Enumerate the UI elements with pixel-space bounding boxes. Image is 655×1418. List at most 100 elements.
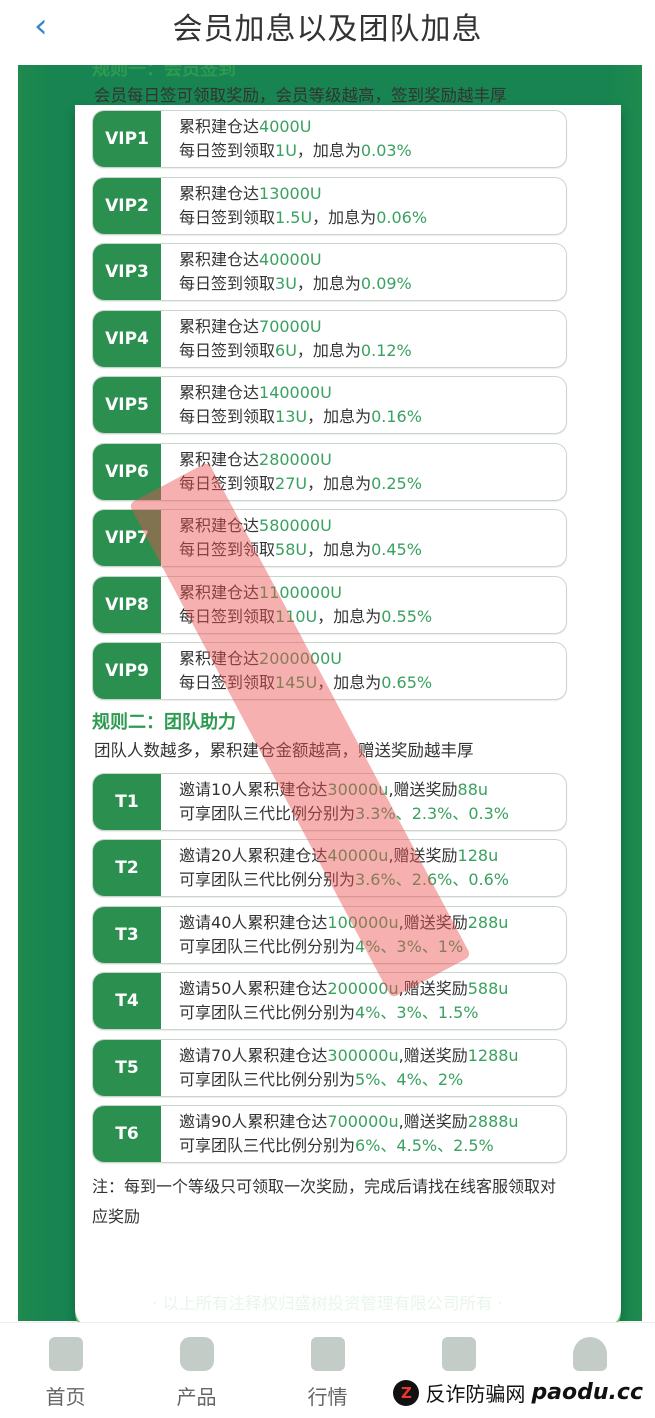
nav-item-home[interactable]: 首页 (0, 1323, 131, 1418)
bonus-value: 128u (457, 846, 499, 865)
level-badge: VIP3 (93, 244, 161, 300)
ratio-value: 3% (396, 1003, 422, 1022)
level-badge: VIP6 (93, 443, 161, 500)
total-value: 40000u (327, 846, 389, 865)
vip-row: VIP8 累积建仓达1100000U 每日签到领取110U，加息为0.55% (92, 575, 567, 634)
nav-item-products[interactable]: 产品 (131, 1323, 262, 1418)
total-value: 4000U (259, 117, 312, 136)
home-icon (48, 1337, 83, 1371)
label: 邀请 (179, 1112, 212, 1131)
row-line: 邀请40人累积建仓达100000u,赠送奖励288u (179, 911, 508, 935)
ratio-value: 5% (355, 1069, 381, 1089)
ratio-value: 2.3% (411, 803, 453, 823)
row-text: 邀请40人累积建仓达100000u,赠送奖励288u 可享团队三代比例分别为4%、… (179, 911, 508, 959)
sep: 、 (421, 1003, 438, 1022)
vip-row: VIP9 累积建仓达2000000U 每日签到领取145U，加息为0.65% (92, 642, 567, 700)
total-value: 280000U (259, 449, 332, 469)
ratio-value: 0.6% (468, 870, 510, 889)
level-badge: VIP9 (93, 643, 161, 699)
row-text: 累积建仓达13000U 每日签到领取1.5U，加息为0.06% (179, 182, 427, 230)
label: 人累积建仓达 (231, 979, 328, 998)
bonus-value: 1288u (467, 1045, 519, 1065)
row-line: 累积建仓达280000U (179, 448, 422, 472)
chart-icon (310, 1337, 345, 1371)
row-line: 可享团队三代比例分别为3.3%、2.3%、0.3% (179, 802, 509, 826)
sep: 、 (380, 1003, 397, 1022)
row-line: 每日签到领取13U，加息为0.16% (179, 405, 422, 429)
row-line: 可享团队三代比例分别为4%、3%、1.5% (179, 1001, 508, 1025)
label: 可享团队三代比例分别为 (179, 803, 356, 823)
label: 每日签到领取 (179, 606, 276, 626)
nav-label: 行情 (307, 1385, 348, 1409)
row-line: 每日签到领取1.5U，加息为0.06% (179, 206, 427, 230)
row-text: 累积建仓达1100000U 每日签到领取110U，加息为0.55% (179, 581, 432, 629)
vip-row: VIP2 累积建仓达13000U 每日签到领取1.5U，加息为0.06% (92, 176, 567, 235)
label: 每日签到领取 (179, 141, 276, 160)
row-line: 可享团队三代比例分别为5%、4%、2% (179, 1068, 519, 1092)
chevron-left-icon[interactable]: ‹ (34, 6, 48, 46)
row-text: 累积建仓达70000U 每日签到领取6U，加息为0.12% (179, 315, 412, 363)
people-value: 10 (211, 779, 232, 799)
sep: 、 (452, 870, 469, 889)
vip-row: VIP6 累积建仓达280000U 每日签到领取27U，加息为0.25% (92, 442, 567, 501)
row-line: 邀请90人累积建仓达700000u,赠送奖励2888u (179, 1110, 519, 1134)
bonus-value: 88u (457, 779, 489, 799)
label: ,赠送奖励 (388, 779, 458, 799)
label: ,赠送奖励 (398, 912, 468, 932)
rate-value: 0.03% (360, 141, 412, 160)
nav-item-5[interactable] (524, 1323, 655, 1418)
team-row: T1 邀请10人累积建仓达30000u,赠送奖励88u 可享团队三代比例分别为3.3… (92, 772, 567, 831)
watermark-url: paodu.cc (531, 1380, 643, 1405)
team-row: T4 邀请50人累积建仓达200000u,赠送奖励588u 可享团队三代比例分别为4… (92, 972, 567, 1030)
rate-value: 0.45% (371, 540, 422, 559)
row-text: 累积建仓达2000000U 每日签到领取145U，加息为0.65% (179, 647, 432, 695)
daily-value: 3U (275, 274, 297, 293)
label: 邀请 (179, 1045, 212, 1065)
copyright-text: · 以上所有注释权归盛树投资管理有限公司所有 · (152, 1294, 503, 1313)
rate-value: 0.65% (381, 673, 433, 692)
level-badge: T2 (93, 840, 161, 896)
label: 累积建仓达 (179, 383, 260, 402)
total-value: 140000U (259, 383, 332, 402)
row-text: 邀请20人累积建仓达40000u,赠送奖励128u 可享团队三代比例分别为3.6%… (179, 844, 509, 892)
label: 累积建仓达 (179, 316, 260, 336)
label: 累积建仓达 (179, 183, 260, 203)
nav-item-4[interactable] (393, 1323, 524, 1418)
nav-item-market[interactable]: 行情 (262, 1323, 393, 1418)
label: 累积建仓达 (179, 117, 260, 136)
row-line: 每日签到领取1U，加息为0.03% (179, 139, 412, 163)
label: 累积建仓达 (179, 582, 260, 602)
label: 累积建仓达 (179, 516, 260, 535)
label: ,赠送奖励 (398, 979, 468, 998)
level-badge: VIP2 (93, 177, 161, 234)
ratio-value: 3% (396, 936, 422, 956)
label: 可享团队三代比例分别为 (179, 1136, 356, 1155)
level-badge: T6 (93, 1106, 161, 1162)
rate-value: 0.06% (376, 207, 428, 227)
rate-value: 0.09% (360, 274, 412, 293)
sep: 、 (421, 1069, 438, 1089)
sep: 、 (395, 870, 412, 889)
people-value: 40 (211, 912, 232, 932)
row-line: 每日签到领取110U，加息为0.55% (179, 605, 432, 629)
rate-value: 0.16% (371, 407, 422, 426)
level-badge: VIP4 (93, 310, 161, 367)
label: 累积建仓达 (179, 649, 260, 668)
label: 可享团队三代比例分别为 (179, 936, 356, 956)
level-badge: T4 (93, 973, 161, 1029)
rule2-desc: 团队人数越多，累积建仓金额越高，赠送奖励越丰厚 (94, 740, 474, 760)
label: 人累积建仓达 (231, 1112, 328, 1131)
ratio-value: 1% (437, 936, 464, 956)
total-value: 200000u (327, 979, 399, 998)
row-line: 累积建仓达4000U (179, 115, 412, 139)
label: 累积建仓达 (179, 449, 260, 469)
watermark-logo: Z (393, 1379, 420, 1406)
label: 可享团队三代比例分别为 (179, 1069, 356, 1089)
user-icon (572, 1337, 607, 1371)
ratio-value: 3.3% (355, 803, 396, 823)
level-badge: T1 (93, 773, 161, 830)
sep: 、 (395, 803, 412, 823)
total-value: 40000U (259, 250, 322, 269)
sep: 、 (380, 936, 397, 956)
level-badge: T5 (93, 1039, 161, 1096)
